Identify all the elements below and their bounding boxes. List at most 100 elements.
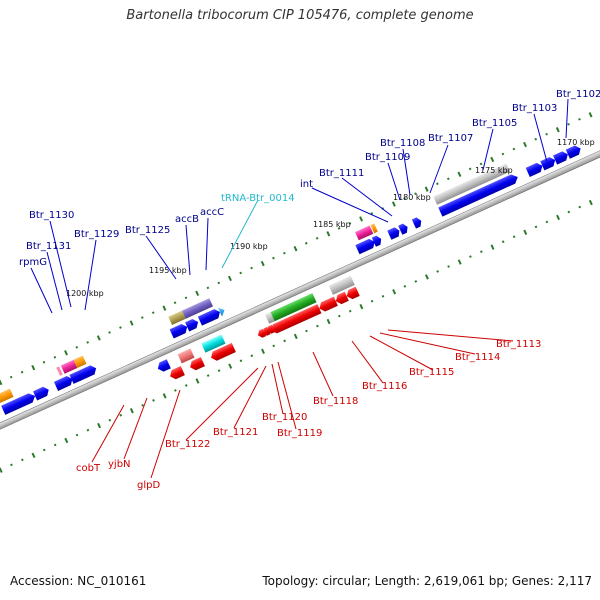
gene-label[interactable]: Btr_1109 [365,152,410,163]
gene-label[interactable]: yjbN [108,459,131,470]
gene-label[interactable]: Btr_1111 [319,168,364,179]
upper-dotted-line [0,108,600,386]
gene-arrow[interactable] [33,385,51,401]
gene-label[interactable]: Btr_1121 [213,427,258,438]
scale-dot [42,448,46,452]
gene-label[interactable]: Btr_1108 [380,138,425,149]
gene-label[interactable]: Btr_1116 [362,381,407,392]
gene-arrow[interactable] [355,237,376,255]
scale-dot [436,182,439,186]
gene-box[interactable] [73,355,87,368]
gene-label[interactable]: Btr_1122 [165,439,210,450]
scale-tick-labels: 1170 kbp 1175 kbp 1180 kbp 1185 kbp 1190… [66,138,595,298]
gene-label[interactable]: Btr_1107 [428,133,473,144]
scale-dot [304,241,308,245]
reverse-gene-labels: Btr_1113 Btr_1114 Btr_1115 Btr_1116 Btr_… [76,329,541,491]
gene-label[interactable]: glpD [137,480,160,491]
gene-arrow[interactable] [411,216,423,229]
gene-label[interactable]: Btr_1130 [29,210,74,221]
gene-box[interactable] [181,298,214,319]
gene-label[interactable]: Btr_1114 [455,352,500,363]
gene-arrow[interactable] [53,374,75,391]
gene-label[interactable]: Btr_1131 [26,241,71,252]
gene-box[interactable] [60,359,78,374]
gene-arrow[interactable] [345,286,360,301]
gene-arrow[interactable] [1,391,37,415]
gene-arrow[interactable] [553,150,570,165]
gene-arrow[interactable] [269,304,322,335]
scale-tick [556,214,561,221]
gene-arrow[interactable] [438,172,520,217]
scale-tick [228,363,233,369]
gene-arrow[interactable] [197,307,222,326]
scale-dot [108,418,112,422]
gene-box[interactable] [270,293,317,322]
gene-arrow[interactable] [256,328,267,339]
scale-tick [195,290,200,296]
gene-label[interactable]: tRNA-Btr_0014 [221,193,295,204]
gene-arrow[interactable] [387,226,401,240]
gene-box[interactable] [0,388,14,408]
gene-label[interactable]: Btr_1113 [496,339,541,350]
gene-arrow[interactable] [398,222,409,235]
gene-arrow[interactable] [525,161,545,177]
scale-dot [272,256,275,260]
gene-arrow[interactable] [371,234,383,247]
gene-box[interactable] [265,312,275,324]
gene-arrow[interactable] [565,144,583,159]
gene-label[interactable]: cobT [76,463,101,474]
scale-dot [337,314,341,318]
gene-arrow[interactable] [156,359,171,373]
gene-label[interactable]: int [300,179,313,190]
gene-label[interactable]: Btr_1102 [556,89,600,100]
scale-tick [195,378,200,384]
gene-arrow[interactable] [169,322,190,339]
scale-tick [490,244,495,250]
gene-arrow[interactable] [209,342,236,362]
scale-dot [480,250,483,253]
gene-box[interactable] [177,348,195,364]
scale-tick [97,422,102,429]
gene-box[interactable] [201,334,226,353]
gene-label[interactable]: Btr_1120 [262,412,307,423]
page-title: Bartonella tribocorum CIP 105476, comple… [126,8,474,23]
gene-arrow[interactable] [84,364,98,377]
scale-tick [359,303,364,310]
gene-arrow[interactable] [334,291,349,306]
gene-box[interactable] [354,225,374,241]
scale-tick [588,199,593,206]
gene-label[interactable]: rpmG [19,257,47,268]
scale-tick [457,259,462,265]
gene-arrow[interactable] [540,155,557,171]
gene-label[interactable]: Btr_1119 [277,428,322,439]
trna-arrow[interactable] [217,305,227,317]
scale-dot [348,309,352,313]
gene-box[interactable] [328,275,355,295]
gene-label[interactable]: Btr_1103 [512,103,557,114]
scale-dot [534,225,538,229]
scale-dot [501,240,505,244]
gene-label[interactable]: Btr_1115 [409,367,454,378]
scale-dot [250,266,253,270]
gene-arrow[interactable] [261,326,271,337]
gene-box[interactable] [433,163,510,205]
gene-label[interactable]: accC [200,207,224,218]
gene-label[interactable]: Btr_1125 [125,225,170,236]
scale-tick [293,333,298,340]
scale-tick [0,467,3,473]
gene-box[interactable] [56,366,63,376]
scale-dot [578,205,582,209]
gene-box[interactable] [370,223,378,234]
gene-label[interactable]: Btr_1129 [74,229,119,240]
gene-arrow[interactable] [188,356,205,372]
gene-arrow[interactable] [185,317,200,332]
gene-label[interactable]: Btr_1118 [313,396,358,407]
gene-arrow[interactable] [168,366,185,381]
gene-box[interactable] [168,310,186,325]
gene-label[interactable]: accB [175,214,199,225]
scale-tick [523,141,527,148]
gene-label[interactable]: Btr_1105 [472,118,517,129]
gene-arrow[interactable] [317,296,338,314]
scale-dot [140,316,144,319]
tick-label: 1195 kbp [149,266,187,275]
